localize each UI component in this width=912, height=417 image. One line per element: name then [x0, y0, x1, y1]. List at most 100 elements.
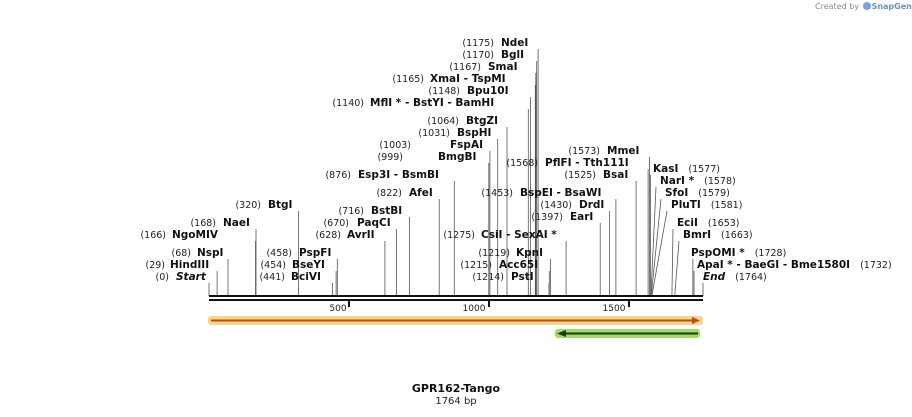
site-position: (999): [377, 152, 403, 163]
site-name: NaeI: [223, 217, 250, 229]
site-name: KpnI: [516, 247, 543, 259]
site-position: (670): [323, 218, 349, 229]
site-position: (1167): [449, 62, 481, 73]
site-name: BspHI: [457, 127, 491, 139]
site-position: (1764): [735, 272, 767, 283]
site-position: (1031): [418, 128, 450, 139]
tick-1500-label: 1500: [603, 304, 626, 314]
site-name: BtgI: [268, 199, 292, 211]
site-position: (454): [260, 260, 286, 271]
site-position: (166): [140, 230, 166, 241]
site-position: (1453): [481, 188, 513, 199]
snapgene-credit: Created by SnapGene: [815, 2, 912, 11]
site-name: NdeI: [501, 37, 528, 49]
site-position: (458): [266, 248, 292, 259]
site-position: (1732): [860, 260, 892, 271]
site-name: XmaI - TspMI: [430, 73, 506, 85]
site-name: Acc65I: [499, 259, 538, 271]
site-position: (1003): [379, 140, 411, 151]
site-name: HindIII: [170, 259, 209, 271]
site-position: (716): [338, 206, 364, 217]
site-name: MflI * - BstYI - BamHI: [370, 97, 494, 109]
site-name: End: [703, 271, 726, 283]
site-name: PflFI - Tth111I: [545, 157, 629, 169]
site-name: BmgBI: [438, 151, 476, 163]
plasmid-length: 1764 bp: [435, 396, 477, 407]
site-position: (1579): [698, 188, 730, 199]
site-position: (0): [156, 272, 169, 283]
site-position: (1663): [721, 230, 753, 241]
site-name: PspOMI *: [691, 247, 745, 259]
site-position: (876): [325, 170, 351, 181]
site-position: (822): [376, 188, 402, 199]
site-name: BmrI: [683, 229, 711, 241]
site-position: (1568): [506, 158, 538, 169]
site-connector: [674, 240, 680, 297]
site-position: (1175): [462, 38, 494, 49]
site-name: Bpu10I: [467, 85, 509, 97]
scale: 500 1000 1500: [329, 300, 630, 314]
site-position: (1653): [708, 218, 740, 229]
orange-feature: [208, 316, 703, 325]
snapgene-logo-icon: [862, 2, 871, 10]
site-connector: [650, 198, 662, 297]
site-name: PstI: [511, 271, 534, 283]
site-name: Start: [176, 271, 207, 283]
site-name: PaqCI: [357, 217, 391, 229]
site-name: EciI: [677, 217, 698, 229]
site-name: BseYI: [292, 259, 325, 271]
site-name: BsaI: [603, 169, 628, 181]
site-position: (1170): [462, 50, 494, 61]
site-name: EarI: [570, 211, 593, 223]
site-name: ApaI * - BaeGI - Bme1580I: [697, 259, 850, 271]
site-position: (1525): [564, 170, 596, 181]
site-position: (1064): [427, 116, 459, 127]
site-name: PluTI: [671, 199, 701, 211]
site-position: (29): [145, 260, 165, 271]
site-position: (1430): [540, 200, 572, 211]
site-name: BstBI: [371, 205, 402, 217]
site-position: (1219): [478, 248, 510, 259]
site-position: (1578): [704, 176, 736, 187]
plasmid-name: GPR162-Tango: [411, 382, 501, 395]
site-name: NarI *: [660, 175, 695, 187]
tick-500-label: 500: [329, 304, 346, 314]
site-name: PspFI: [299, 247, 331, 259]
site-name: BtgZI: [466, 115, 498, 127]
created-by-text: Created by: [815, 2, 860, 11]
site-name: Esp3I - BsmBI: [358, 169, 439, 181]
site-name: AfeI: [409, 187, 433, 199]
site-name: FspAI: [450, 139, 483, 151]
green-feature: [555, 329, 700, 338]
site-position: (1577): [688, 164, 720, 175]
site-position: (1573): [568, 146, 600, 157]
green-feature-arrowhead: [557, 330, 566, 337]
site-position: (1397): [531, 212, 563, 223]
site-position: (1148): [428, 86, 460, 97]
site-position: (1140): [332, 98, 364, 109]
site-name: KasI: [653, 163, 678, 175]
site-position: (1275): [443, 230, 475, 241]
site-position: (68): [171, 248, 191, 259]
site-name: AvrII: [347, 229, 375, 241]
site-connector: [651, 210, 668, 297]
site-connector: [671, 228, 674, 297]
site-connector: [650, 186, 657, 297]
site-name: BspEI - BsaWI: [520, 187, 601, 199]
site-position: (1728): [755, 248, 787, 259]
orange-feature-arrowhead: [692, 317, 700, 324]
site-name: NgoMIV: [172, 229, 219, 241]
site-name: BciVI: [291, 271, 321, 283]
tick-1000-label: 1000: [463, 304, 486, 314]
site-position: (1214): [472, 272, 504, 283]
backbone: [209, 295, 703, 301]
site-name: MmeI: [607, 145, 639, 157]
site-position: (1215): [460, 260, 492, 271]
site-position: (628): [315, 230, 341, 241]
site-position: (168): [190, 218, 216, 229]
site-name: DrdI: [579, 199, 604, 211]
site-name: SfoI: [665, 187, 688, 199]
site-connectors: [208, 49, 704, 297]
site-position: (320): [235, 200, 261, 211]
